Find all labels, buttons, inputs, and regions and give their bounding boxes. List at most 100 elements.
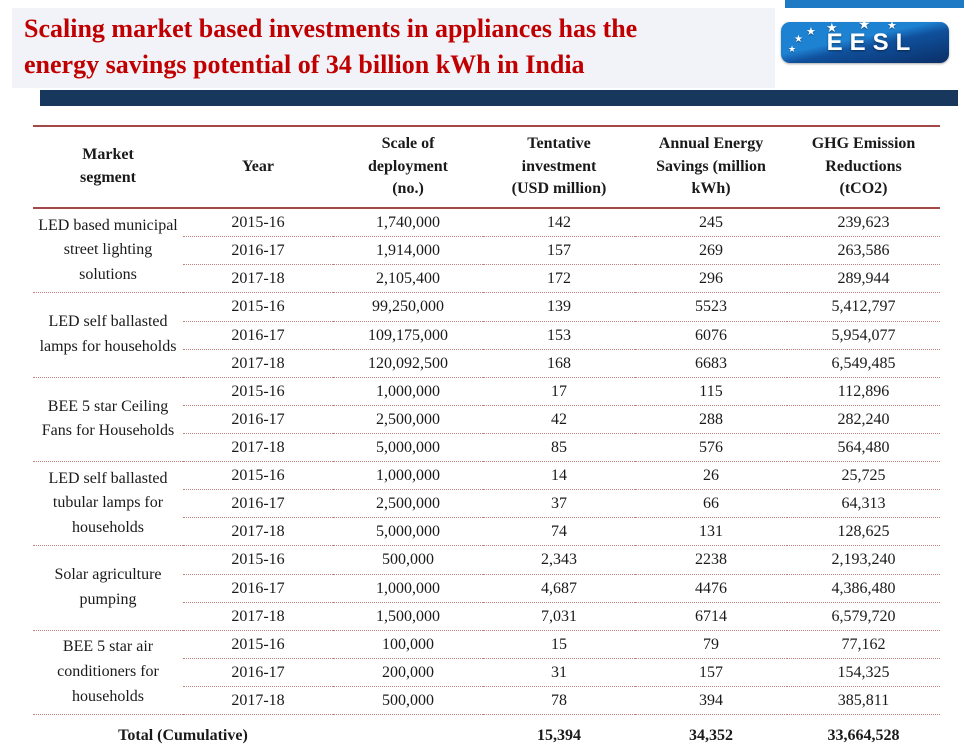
deployment-cell: 2,105,400 — [333, 264, 483, 294]
deployment-cell: 200,000 — [333, 658, 483, 688]
column-header-year: Year — [242, 157, 274, 175]
segment-cell: LED self ballasted lamps for households — [33, 292, 183, 378]
year-cell: 2015-16 — [183, 292, 333, 322]
total-label: Total (Cumulative) — [118, 726, 248, 744]
deployment-cell: 1,500,000 — [333, 602, 483, 631]
column-header-deployment: Scale of deployment (no.) — [368, 135, 448, 198]
savings-cell: 288 — [635, 405, 787, 435]
year-cell: 2015-16 — [183, 545, 333, 575]
year-cell: 2017-18 — [183, 517, 333, 547]
table-row: Solar agriculture pumping 2015-16 500,000 2… — [33, 545, 940, 631]
savings-cell: 157 — [635, 658, 787, 688]
year-cell: 2016-17 — [183, 321, 333, 350]
investment-cell: 2,343 — [483, 545, 635, 575]
year-cell: 2015-16 — [183, 208, 333, 238]
savings-cell: 269 — [635, 236, 787, 266]
total-row: Total (Cumulative) 15,394 34,352 33,664,528 — [33, 715, 940, 750]
table-row: 2017-18 500,000 78 394 385,811 — [33, 686, 940, 716]
ghg-cell: 6,579,720 — [787, 602, 940, 631]
table-row: BEE 5 star air conditioners for househol… — [33, 630, 940, 716]
deployment-cell: 1,000,000 — [333, 461, 483, 491]
page-title-line2: energy savings potential of 34 billion k… — [24, 49, 585, 79]
deployment-cell: 1,000,000 — [333, 377, 483, 406]
segment-cell: BEE 5 star Ceiling Fans for Households — [33, 377, 183, 463]
investment-cell: 74 — [483, 517, 635, 547]
table-row: 2017-18 2,105,400 172 296 289,944 — [33, 264, 940, 294]
table-row: 2016-17 1,914,000 157 269 263,586 — [33, 236, 940, 266]
table-row: 2017-18 120,092,500 168 6683 6,549,485 — [33, 349, 940, 378]
deployment-cell: 1,914,000 — [333, 236, 483, 266]
table-row: 2017-18 5,000,000 85 576 564,480 — [33, 433, 940, 463]
column-header-investment: Tentative investment (USD million) — [511, 135, 607, 198]
investment-cell: 42 — [483, 405, 635, 435]
savings-cell: 394 — [635, 686, 787, 716]
ghg-cell: 385,811 — [787, 686, 940, 716]
ghg-cell: 239,623 — [787, 208, 940, 238]
investment-cell: 142 — [483, 208, 635, 238]
investment-cell: 168 — [483, 349, 635, 378]
segment-cell: LED self ballasted tubular lamps for hou… — [33, 461, 183, 547]
investment-cell: 139 — [483, 292, 635, 322]
investment-cell: 85 — [483, 433, 635, 463]
segment-cell: LED based municipal street lighting solu… — [33, 208, 183, 294]
column-header-savings: Annual Energy Savings (million kWh) — [656, 135, 766, 198]
ghg-cell: 154,325 — [787, 658, 940, 688]
total-investment-cell: 15,394 — [537, 726, 581, 744]
ghg-cell: 64,313 — [787, 489, 940, 519]
table-row: LED self ballasted lamps for households 2… — [33, 292, 940, 378]
savings-cell: 131 — [635, 517, 787, 547]
deployment-cell: 99,250,000 — [333, 292, 483, 322]
year-cell: 2017-18 — [183, 349, 333, 378]
table-row: 2016-17 1,000,000 4,687 4476 4,386,480 — [33, 574, 940, 603]
year-cell: 2017-18 — [183, 686, 333, 716]
table-row: 2016-17 109,175,000 153 6076 5,954,077 — [33, 321, 940, 350]
star-icon: ★ — [858, 18, 871, 33]
data-table: Market segment Year Scale of deployment (no.)… — [33, 125, 940, 750]
investment-cell: 4,687 — [483, 574, 635, 603]
ghg-cell: 5,954,077 — [787, 321, 940, 350]
investment-cell: 14 — [483, 461, 635, 491]
investment-cell: 157 — [483, 236, 635, 266]
deployment-cell: 1,000,000 — [333, 574, 483, 603]
total-deployment-cell — [333, 715, 483, 750]
deployment-cell: 109,175,000 — [333, 321, 483, 350]
ghg-cell: 5,412,797 — [787, 292, 940, 322]
top-blue-strip — [785, 0, 964, 8]
savings-cell: 26 — [635, 461, 787, 491]
investment-cell: 153 — [483, 321, 635, 350]
ghg-cell: 112,896 — [787, 377, 940, 406]
eesl-logo-text: EESL — [826, 29, 918, 56]
savings-cell: 245 — [635, 208, 787, 238]
segment-cell: Solar agriculture pumping — [33, 545, 183, 631]
table-row: BEE 5 star Ceiling Fans for Households 20… — [33, 377, 940, 463]
title-banner: Scaling market based investments in appl… — [12, 8, 775, 88]
savings-cell: 296 — [635, 264, 787, 294]
investment-cell: 37 — [483, 489, 635, 519]
table-row: 2016-17 2,500,000 37 66 64,313 — [33, 489, 940, 519]
ghg-cell: 263,586 — [787, 236, 940, 266]
ghg-cell: 4,386,480 — [787, 574, 940, 603]
deployment-cell: 5,000,000 — [333, 433, 483, 463]
investment-cell: 15 — [483, 630, 635, 659]
year-cell: 2017-18 — [183, 264, 333, 294]
savings-cell: 6714 — [635, 602, 787, 631]
year-cell: 2016-17 — [183, 658, 333, 688]
savings-cell: 115 — [635, 377, 787, 406]
deployment-cell: 5,000,000 — [333, 517, 483, 547]
page-title-line1: Scaling market based investments in appl… — [24, 14, 638, 43]
eesl-logo: ★ ★ ★ ★ ★ ★ EESL — [781, 18, 949, 63]
total-savings-cell: 34,352 — [689, 726, 733, 744]
year-cell: 2015-16 — [183, 630, 333, 659]
year-cell: 2016-17 — [183, 489, 333, 519]
segment-cell: BEE 5 star air conditioners for househol… — [33, 630, 183, 716]
ghg-cell: 2,193,240 — [787, 545, 940, 575]
year-cell: 2017-18 — [183, 433, 333, 463]
table-row: LED based municipal street lighting solu… — [33, 208, 940, 294]
investment-cell: 172 — [483, 264, 635, 294]
savings-cell: 576 — [635, 433, 787, 463]
deployment-cell: 500,000 — [333, 686, 483, 716]
year-cell: 2016-17 — [183, 236, 333, 266]
table-row: LED self ballasted tubular lamps for hou… — [33, 461, 940, 547]
column-header-market-segment: Market segment — [80, 146, 136, 187]
